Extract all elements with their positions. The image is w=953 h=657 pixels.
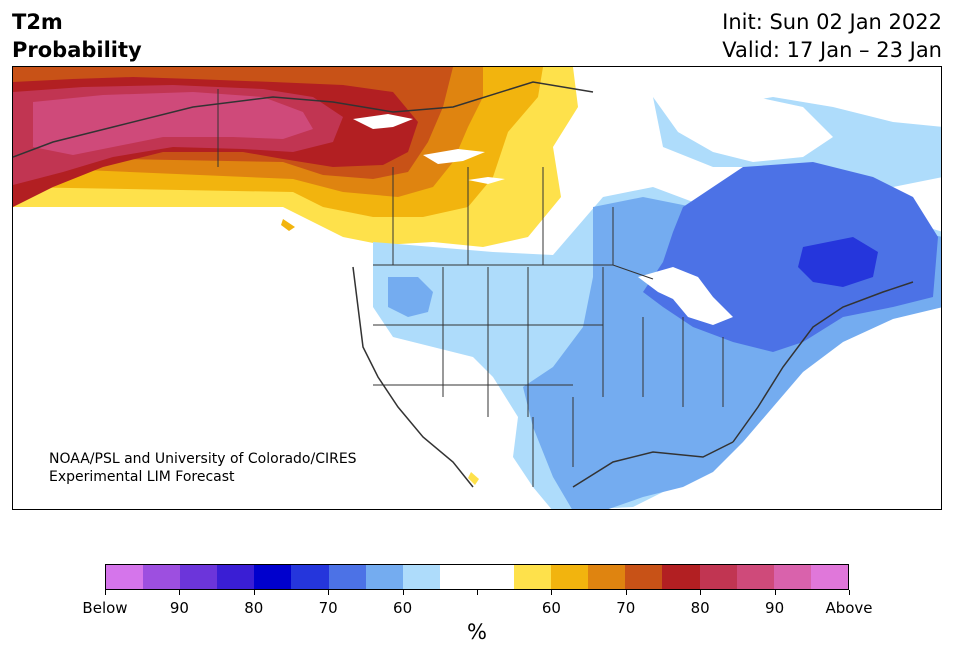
- color-bar-tick-label: 70: [318, 599, 338, 617]
- color-bar-swatch: [588, 565, 626, 589]
- color-bar: [105, 564, 849, 590]
- credit-line-2: Experimental LIM Forecast: [49, 469, 235, 485]
- init-date: Init: Sun 02 Jan 2022: [722, 10, 942, 34]
- color-bar-tick-label: 70: [616, 599, 636, 617]
- color-bar-swatch: [365, 565, 403, 589]
- color-bar-tick-mark: [551, 590, 553, 595]
- contour-above-97: [33, 92, 313, 155]
- above-normal-shading: [13, 67, 578, 485]
- color-bar-swatch: [699, 565, 737, 589]
- units-label: %: [467, 620, 487, 644]
- color-bar-tick-label: Above: [825, 599, 873, 617]
- color-bar-tick-label: Below: [82, 599, 128, 617]
- credit-text: NOAA/PSL and University of Colorado/CIRE…: [49, 450, 357, 486]
- color-bar-tick-mark: [253, 590, 255, 595]
- color-bar-tick-mark: [774, 590, 776, 595]
- contour-below-85: [798, 237, 878, 287]
- title-line-2: Probability: [12, 38, 142, 62]
- color-bar-tick-mark: [402, 590, 404, 595]
- color-bar-tick-label: 80: [690, 599, 710, 617]
- east-coast: [732, 281, 914, 443]
- water-bodies: [353, 92, 833, 325]
- color-bar-swatch: [514, 565, 552, 589]
- credit-line-1: NOAA/PSL and University of Colorado/CIRE…: [49, 451, 357, 467]
- title-line-1: T2m: [12, 10, 63, 34]
- forecast-map: [12, 66, 942, 510]
- color-bar-swatch: [291, 565, 329, 589]
- valid-range: Valid: 17 Jan – 23 Jan: [722, 38, 942, 62]
- color-bar-swatch: [254, 565, 292, 589]
- boundaries: [13, 81, 914, 488]
- color-bar-swatch: [551, 565, 589, 589]
- color-bar-tick-mark: [700, 590, 702, 595]
- gulf-coast: [572, 441, 734, 488]
- color-bar-tick-label: 60: [541, 599, 561, 617]
- color-bar-swatch: [810, 565, 848, 589]
- color-bar-tick-mark: [849, 590, 850, 595]
- color-bar-swatch: [439, 565, 477, 589]
- sw-warm-patch: [468, 472, 479, 485]
- color-bar-tick-mark: [625, 590, 627, 595]
- color-bar-tick-mark: [477, 590, 478, 595]
- color-bar-tick-label: 90: [765, 599, 785, 617]
- color-bar-swatch: [625, 565, 663, 589]
- great-bear-lake: [353, 114, 413, 129]
- province-lines: [392, 167, 614, 265]
- color-bar-swatch: [180, 565, 218, 589]
- color-bar-tick-mark: [105, 590, 106, 595]
- color-bar-tick-label: 80: [244, 599, 264, 617]
- color-bar-swatch: [106, 565, 144, 589]
- color-bar-swatch: [773, 565, 811, 589]
- color-bar-tick-mark: [179, 590, 181, 595]
- map-title: T2m Probability: [12, 8, 142, 64]
- color-bar-tick-mark: [328, 590, 330, 595]
- west-coast: [352, 266, 474, 488]
- color-bar-tick-label: 60: [393, 599, 413, 617]
- color-bar-swatch: [476, 565, 515, 589]
- color-bar-swatch: [662, 565, 700, 589]
- lake-athabasca: [468, 177, 505, 184]
- color-bar-swatch: [143, 565, 181, 589]
- bc-warm-patch: [281, 219, 295, 231]
- color-bar-swatch: [402, 565, 440, 589]
- color-bar-swatch: [736, 565, 774, 589]
- great-slave-lake: [423, 149, 485, 164]
- date-info: Init: Sun 02 Jan 2022 Valid: 17 Jan – 23…: [722, 8, 942, 64]
- arctic-coast: [13, 81, 594, 158]
- state-lines: [373, 267, 724, 487]
- color-bar-swatch: [217, 565, 255, 589]
- color-bar-tick-label: 90: [169, 599, 189, 617]
- hudson-bay: [653, 92, 833, 162]
- contour-below-70-nw: [388, 277, 433, 317]
- great-lakes: [638, 267, 733, 325]
- map-canvas: [13, 67, 941, 509]
- color-bar-swatch: [328, 565, 366, 589]
